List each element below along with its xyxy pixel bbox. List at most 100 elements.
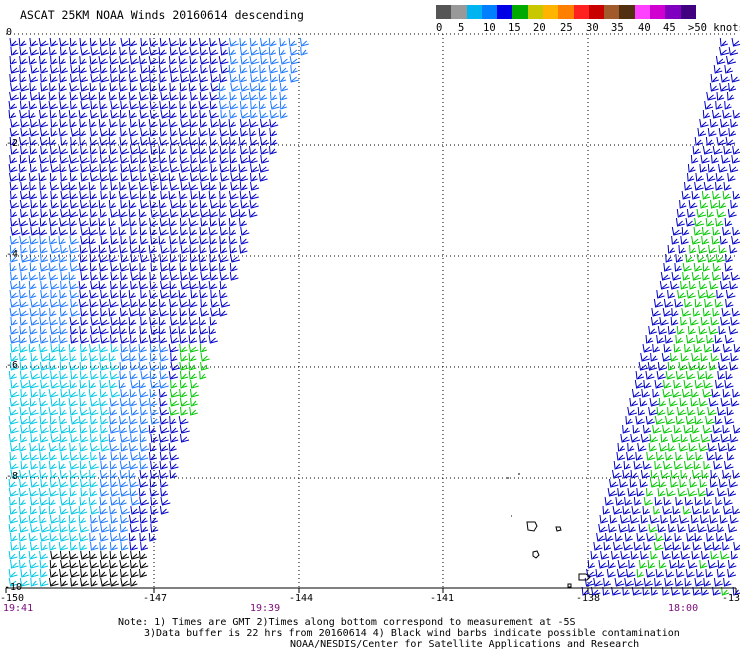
wind-barb (199, 154, 209, 164)
wind-barb (139, 82, 149, 92)
wind-barb (208, 127, 217, 137)
wind-barb (110, 316, 120, 326)
wind-barb (109, 163, 118, 173)
wind-barb (88, 226, 99, 236)
wind-barb (159, 100, 169, 110)
wind-barb (654, 460, 662, 470)
wind-barb (108, 433, 117, 443)
wind-barb (30, 208, 39, 218)
wind-barb (20, 127, 30, 137)
wind-barb (188, 298, 198, 308)
wind-barb (110, 388, 121, 398)
wind-barb (629, 397, 638, 407)
wind-barb (140, 136, 150, 146)
wind-barb (700, 154, 710, 164)
island (532, 550, 540, 559)
wind-barb (99, 100, 108, 110)
wind-barb (208, 208, 218, 218)
wind-barb (49, 514, 60, 524)
wind-barb (90, 397, 100, 407)
wind-barb (705, 568, 714, 578)
wind-barb (609, 514, 618, 524)
wind-barb (643, 379, 652, 389)
wind-barb (179, 235, 187, 245)
wind-barb (189, 325, 198, 335)
wind-barb (168, 172, 176, 182)
wind-barb (68, 280, 79, 290)
wind-barb (681, 190, 691, 200)
wind-barb (89, 298, 99, 308)
wind-barb (219, 127, 230, 137)
wind-barb (29, 127, 40, 137)
wind-barb (667, 325, 676, 335)
wind-barb (710, 73, 719, 83)
wind-barb (89, 442, 100, 452)
wind-barb (179, 37, 188, 47)
wind-barb (168, 100, 178, 110)
wind-barb (660, 514, 669, 524)
wind-barb (60, 271, 69, 281)
lat-label-minus10: -10 (4, 582, 23, 593)
wind-barb (69, 559, 79, 569)
wind-barb (679, 514, 690, 524)
wind-barb (98, 253, 109, 263)
wind-barb (140, 370, 150, 380)
wind-barb (642, 460, 652, 470)
wind-barb (69, 460, 80, 470)
wind-barb (289, 73, 300, 83)
wind-barb (248, 154, 258, 164)
wind-barb (675, 451, 683, 461)
wind-barb (19, 361, 28, 371)
wind-barb (658, 478, 667, 488)
wind-barb (705, 415, 716, 425)
wind-barb (138, 505, 148, 515)
wind-barb (138, 451, 149, 461)
wind-barb (158, 298, 167, 308)
wind-barb (650, 550, 658, 560)
wind-barb (229, 100, 239, 110)
wind-barb (70, 73, 79, 83)
wind-barb (732, 226, 740, 236)
wind-barb (100, 442, 110, 452)
wind-barb (617, 442, 626, 452)
wind-barb (99, 505, 108, 515)
wind-barb (50, 163, 61, 173)
wind-barb (665, 253, 673, 263)
wind-barb (200, 271, 211, 281)
islands-layer (507, 473, 591, 588)
wind-barb (169, 406, 180, 416)
time-label-right: 18:00 (668, 603, 699, 614)
wind-barb (168, 190, 177, 200)
wind-barb (219, 118, 228, 128)
wind-barb (671, 433, 681, 443)
wind-barb (188, 217, 199, 227)
wind-barb (613, 460, 622, 470)
wind-barb (149, 163, 159, 173)
wind-barb (89, 82, 97, 92)
wind-barb (706, 532, 715, 542)
wind-barb (139, 271, 148, 281)
wind-barb (663, 541, 674, 551)
wind-barb (179, 199, 187, 209)
wind-barb (129, 388, 138, 398)
wind-barb (119, 307, 129, 317)
wind-barb (179, 217, 188, 227)
wind-barb (149, 46, 160, 56)
wind-barb (239, 46, 250, 56)
wind-barb (208, 181, 217, 191)
wind-barb (39, 550, 49, 560)
wind-barb (39, 307, 48, 317)
wind-barb (109, 424, 120, 434)
wind-barb (178, 190, 188, 200)
wind-barb (128, 37, 138, 47)
wind-barb (119, 280, 129, 290)
wind-barb (691, 388, 699, 398)
wind-barb (88, 550, 98, 560)
wind-barb (70, 370, 79, 380)
wind-barb (129, 64, 137, 74)
wind-barb (675, 496, 684, 506)
wind-barb (29, 307, 39, 317)
wind-barb (150, 523, 159, 533)
wind-barb (59, 217, 69, 227)
wind-barb (710, 550, 719, 560)
